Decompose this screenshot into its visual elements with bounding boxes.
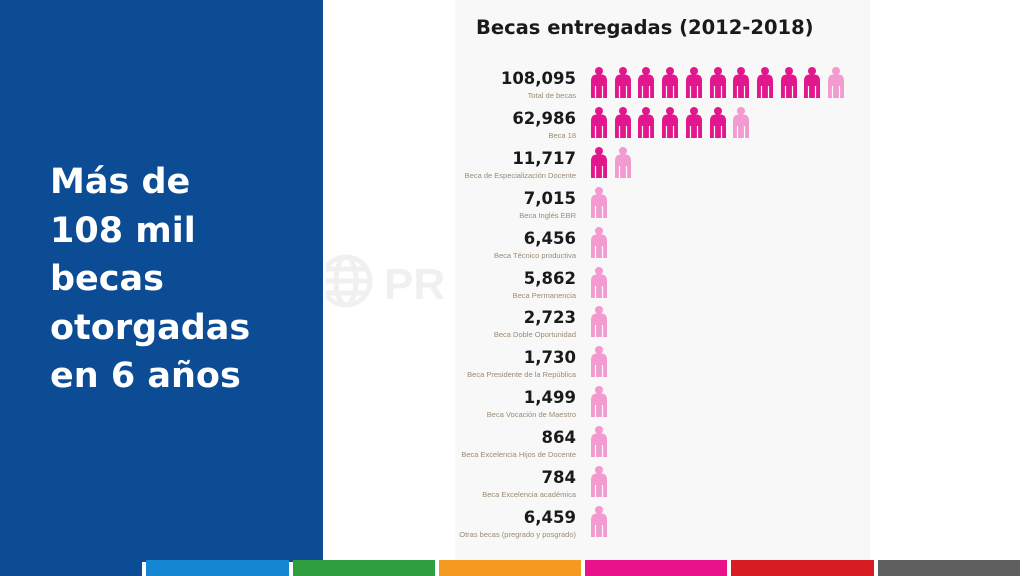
headline-line: Más de — [50, 162, 191, 202]
value-label: 1,499 — [523, 388, 576, 408]
person-icon — [614, 67, 631, 98]
value-label: 2,723 — [523, 308, 576, 328]
bar-segment — [0, 560, 143, 576]
category-label: Beca Excelencia Hijos de Docente — [461, 450, 576, 460]
headline-line: en 6 años — [50, 356, 241, 396]
left-panel: Más de 108 mil becas otorgadas en 6 años — [0, 0, 323, 562]
person-icon — [591, 426, 607, 458]
category-label: Beca de Especialización Docente — [464, 170, 576, 180]
person-icon — [733, 67, 750, 98]
chart-row: 11,717 Beca de Especialización Docente — [455, 146, 870, 187]
person-icon — [591, 186, 607, 218]
chart-row: 784 Beca Excelencia académica — [455, 466, 870, 506]
person-icon — [591, 67, 607, 98]
person-icon — [591, 226, 607, 258]
headline: Más de 108 mil becas otorgadas en 6 años — [50, 158, 310, 401]
watermark-logo: PR — [326, 254, 445, 309]
person-icon — [709, 106, 726, 138]
globe-icon — [326, 254, 373, 308]
chart-row: 2,723 Beca Doble Oportunidad — [455, 306, 870, 346]
bar-segment — [731, 560, 874, 576]
value-label: 6,459 — [523, 507, 576, 527]
person-icon — [638, 67, 655, 98]
chart-row: 7,015 Beca Inglés EBR — [455, 186, 870, 227]
person-icon — [685, 67, 702, 98]
person-icon — [591, 106, 607, 138]
person-icon — [662, 67, 679, 98]
person-icon — [591, 466, 607, 497]
person-icon — [804, 67, 821, 98]
category-label: Beca 18 — [548, 130, 576, 140]
category-label: Beca Vocación de Maestro — [486, 410, 576, 420]
headline-line: otorgadas — [50, 307, 251, 348]
person-icon — [685, 106, 702, 138]
person-icon — [591, 266, 607, 298]
chart-row: 62,986 Beca 18 — [455, 106, 870, 147]
category-label: Otras becas (pregrado y posgrado) — [459, 529, 576, 539]
value-label: 864 — [541, 428, 576, 448]
value-label: 7,015 — [523, 188, 576, 208]
category-label: Total de becas — [527, 91, 576, 100]
bar-segment — [438, 560, 582, 576]
chart-row: 1,730 Beca Presidente de la República — [455, 346, 870, 386]
headline-line: 108 mil — [50, 210, 196, 251]
person-icon — [614, 146, 631, 178]
chart-row: 864 Beca Excelencia Hijos de Docente — [455, 426, 870, 466]
person-icon — [709, 67, 726, 98]
person-icon — [591, 146, 607, 178]
chart-row: 1,499 Beca Vocación de Maestro — [455, 386, 870, 426]
bar-segment — [877, 560, 1020, 576]
watermark-text: PR — [384, 260, 445, 309]
person-icon — [828, 67, 844, 98]
person-icon — [591, 386, 607, 418]
category-label: Beca Inglés EBR — [519, 210, 576, 220]
value-label: 62,986 — [512, 108, 576, 128]
value-label: 6,456 — [523, 228, 576, 248]
category-label: Beca Excelencia académica — [482, 490, 576, 499]
value-label: 5,862 — [523, 268, 576, 288]
person-icon — [638, 106, 655, 138]
person-icon — [662, 106, 679, 138]
person-icon — [591, 505, 607, 537]
person-icon — [733, 106, 750, 138]
person-icon — [780, 67, 797, 98]
value-label: 108,095 — [500, 69, 576, 88]
chart-row: 108,095 Total de becas — [455, 67, 870, 107]
person-icon — [614, 106, 631, 138]
chart-row: 5,862 Beca Permanencia — [455, 266, 870, 307]
category-label: Beca Presidente de la República — [467, 370, 576, 380]
category-label: Beca Técnico productiva — [494, 250, 576, 260]
bar-segment — [146, 560, 289, 576]
infographic-panel: Becas entregadas (2012-2018) 108,095 Tota… — [455, 0, 870, 562]
bottom-color-bar — [0, 560, 1024, 576]
value-label: 1,730 — [523, 348, 576, 368]
chart-row: 6,459 Otras becas (pregrado y posgrado) — [455, 505, 870, 546]
chart-row: 6,456 Beca Técnico productiva — [455, 226, 870, 267]
value-label: 784 — [541, 468, 576, 487]
bar-segment — [292, 560, 435, 576]
person-icon — [591, 306, 607, 338]
chart-title: Becas entregadas (2012-2018) — [476, 16, 814, 39]
value-label: 11,717 — [512, 148, 576, 168]
headline-line: becas — [50, 259, 164, 299]
bar-segment — [585, 560, 728, 576]
person-icon — [591, 346, 607, 378]
category-label: Beca Doble Oportunidad — [493, 330, 576, 340]
category-label: Beca Permanencia — [512, 290, 576, 300]
person-icon — [756, 67, 773, 98]
